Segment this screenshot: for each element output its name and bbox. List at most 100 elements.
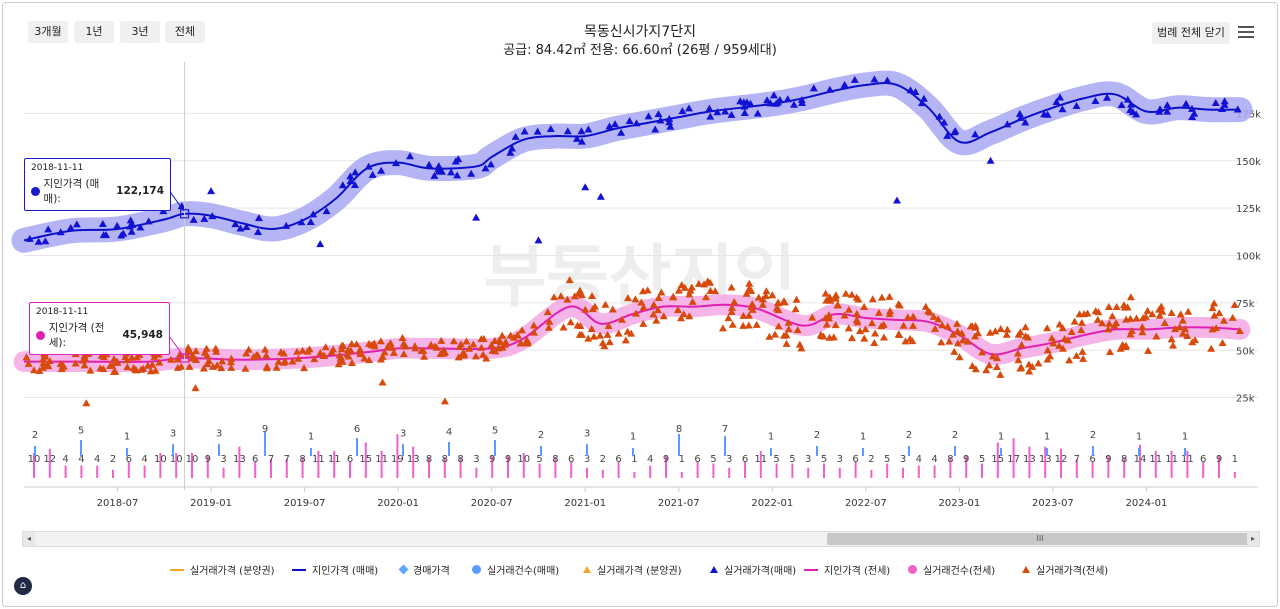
rent-transaction-marker [1138, 328, 1147, 336]
rent-volume-label: 5 [821, 454, 827, 465]
rent-transaction-marker [378, 378, 387, 386]
rent-transaction-marker [679, 310, 688, 318]
rent-volume-label: 3 [805, 454, 811, 465]
range-3y-button[interactable]: 3년 [120, 21, 160, 43]
sale-transaction-marker [481, 164, 490, 172]
rent-transaction-marker [1123, 303, 1132, 311]
rent-volume-bar [159, 453, 162, 478]
rent-transaction-marker [1078, 347, 1087, 355]
rent-transaction-marker [347, 358, 356, 366]
legend-item[interactable]: 실거래가격(매매) [710, 562, 796, 577]
rent-volume-label: 6 [852, 454, 858, 465]
rent-transaction-marker [108, 361, 117, 369]
rent-transaction-marker [992, 362, 1001, 370]
rent-transaction-marker [262, 351, 271, 359]
rent-transaction-marker [186, 347, 195, 355]
scroll-right-arrow-icon[interactable]: ▸ [1247, 532, 1259, 546]
rent-volume-bar [680, 471, 683, 478]
rent-volume-label: 14 [1134, 454, 1147, 465]
rent-transaction-marker [82, 399, 91, 407]
rent-transaction-marker [685, 290, 694, 298]
sale-volume-label: 6 [354, 424, 360, 435]
rent-transaction-marker [1208, 304, 1217, 312]
legend-item[interactable]: 지인가격 (매매) [292, 562, 378, 577]
scroll-left-arrow-icon[interactable]: ◂ [23, 532, 35, 546]
rent-transaction-marker [991, 327, 1000, 335]
rent-transaction-marker [680, 283, 689, 291]
sale-volume-bar [264, 432, 266, 456]
legend-item-label: 경매가격 [413, 566, 450, 577]
legend-item[interactable]: 실거래건수(매매) [472, 562, 559, 577]
rent-transaction-marker [1144, 346, 1153, 354]
rent-volume-bar [1154, 450, 1157, 478]
rent-transaction-marker [833, 301, 842, 309]
rent-transaction-marker [310, 355, 319, 363]
rent-transaction-marker [482, 354, 491, 362]
sale-volume-bar [954, 446, 956, 456]
rent-transaction-marker [589, 332, 598, 340]
sale-transaction-marker [1015, 109, 1024, 117]
sale-transaction-marker [1127, 100, 1136, 108]
rent-transaction-marker [121, 352, 130, 360]
rent-volume-label: 2 [868, 454, 874, 465]
legend-item[interactable]: 실거래건수(전세) [908, 562, 995, 577]
rent-transaction-marker [1178, 329, 1187, 337]
range-all-button[interactable]: 전체 [165, 21, 205, 43]
sale-transaction-marker [56, 228, 65, 236]
legend-item[interactable]: 경매가격 [398, 562, 450, 577]
rent-transaction-marker [879, 320, 888, 328]
rent-volume-label: 4 [94, 454, 100, 465]
rent-volume-label: 3 [900, 454, 906, 465]
rent-volume-label: 1 [679, 454, 685, 465]
rent-volume-label: 12 [43, 454, 56, 465]
navigator-scrollbar[interactable]: ◂ III ▸ [22, 531, 1260, 547]
rent-transaction-marker [24, 359, 33, 367]
rent-transaction-marker [439, 349, 448, 357]
sale-transaction-marker [850, 75, 859, 83]
rent-transaction-marker [617, 315, 626, 323]
sale-transaction-marker [943, 131, 952, 139]
rent-transaction-marker [192, 355, 201, 363]
rent-transaction-marker [949, 330, 958, 338]
sale-transaction-marker [740, 102, 749, 110]
rent-transaction-marker [565, 276, 574, 284]
rent-volume-bar [823, 463, 825, 478]
range-3m-button[interactable]: 3개월 [28, 21, 68, 43]
rent-transaction-marker [1105, 347, 1114, 355]
hamburger-menu-icon[interactable] [1238, 26, 1254, 40]
rent-transaction-marker [945, 337, 954, 345]
rent-volume-bar [554, 457, 557, 478]
sale-transaction-marker [119, 229, 128, 237]
range-1y-button[interactable]: 1년 [74, 21, 114, 43]
rent-volume-bar [364, 442, 367, 478]
sale-transaction-marker [950, 128, 959, 136]
rent-transaction-marker [730, 297, 739, 305]
rent-transaction-marker [596, 331, 605, 339]
rent-transaction-marker [217, 364, 226, 372]
rent-transaction-marker [261, 345, 270, 353]
sale-volume-bar [816, 446, 818, 456]
x-tick-label: 2019-01 [190, 498, 232, 509]
rent-transaction-marker [498, 331, 507, 339]
y-tick-label: 150k [1236, 157, 1261, 168]
home-logo-icon[interactable]: ⌂ [14, 577, 32, 595]
scrollbar-thumb[interactable]: III [827, 533, 1253, 545]
rent-volume-bar [64, 465, 67, 478]
sale-volume-label: 2 [952, 430, 958, 441]
rent-transaction-marker [1104, 325, 1113, 333]
sale-transaction-marker [893, 196, 902, 204]
rent-transaction-marker [614, 329, 623, 337]
sale-transaction-marker [236, 224, 245, 232]
tooltip-rent: 2018-11-11 지인가격 (전세): 45,948 [29, 302, 170, 355]
rent-transaction-marker [824, 314, 833, 322]
rent-volume-bar [1202, 461, 1205, 478]
legend-item[interactable]: 실거래가격(전세) [1022, 562, 1108, 577]
legend-item[interactable]: 실거래가격 (분양권) [170, 562, 275, 577]
rent-transaction-marker [498, 343, 507, 351]
sale-transaction-marker [72, 220, 81, 228]
legend-item[interactable]: 실거래가격 (분양권) [583, 562, 682, 577]
legend-item[interactable]: 지인가격 (전세) [804, 562, 890, 577]
rent-volume-bar [1170, 450, 1173, 478]
rent-transaction-marker [522, 339, 531, 347]
legend-toggle-button[interactable]: 범례 전체 닫기 [1152, 22, 1230, 44]
